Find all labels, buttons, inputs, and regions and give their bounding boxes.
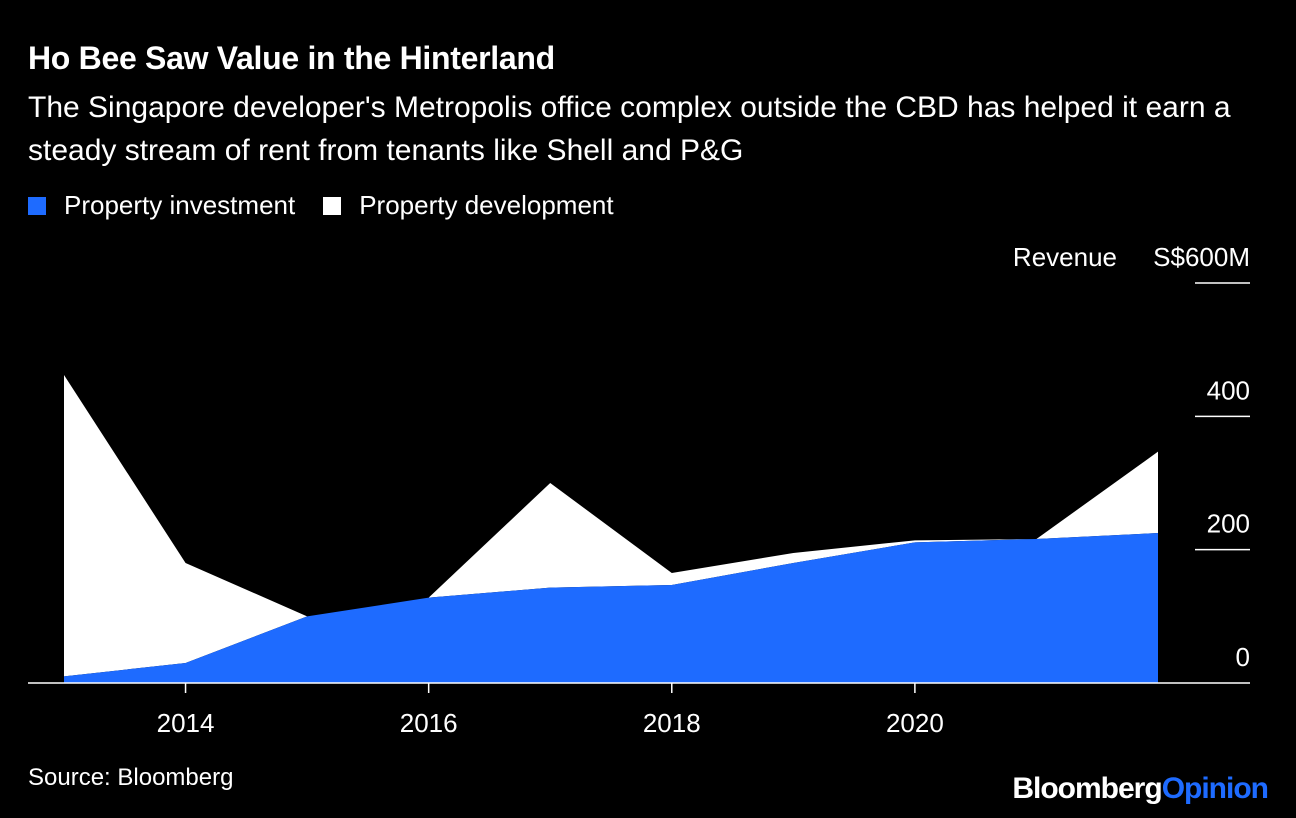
legend-label-development: Property development [359,190,614,220]
x-tick-label-2016: 2016 [400,708,458,738]
legend-item-investment: Property investment [28,190,295,221]
bloomberg-opinion-logo: BloombergOpinion [1012,772,1269,805]
x-tick-label-2020: 2020 [886,708,944,738]
legend-item-development: Property development [323,190,614,221]
y-tick-label-0: 0 [1236,642,1250,672]
series-area-property-investment [64,533,1158,683]
chart-title: Ho Bee Saw Value in the Hinterland [28,40,555,76]
legend-swatch-development [323,196,342,215]
legend-swatch-investment [28,196,46,215]
y-tick-label-200: 200 [1207,509,1250,539]
y-tick-label-400: 400 [1207,375,1250,405]
y-axis-label: Revenue [1013,242,1117,272]
series-area-property-development [64,375,1158,677]
y-tick-label-600: S$600M [1153,242,1250,272]
legend-label-investment: Property investment [64,190,296,220]
chart-subtitle: The Singapore developer's Metropolis off… [28,91,1231,167]
x-tick-label-2018: 2018 [643,708,701,738]
chart-area: 2014 2016 2018 2020 0 200 400 S$600M Revenue [28,242,1250,738]
legend: Property investment Property development [28,190,642,221]
source-note: Source: Bloomberg [28,764,234,791]
x-tick-label-2014: 2014 [157,708,215,738]
